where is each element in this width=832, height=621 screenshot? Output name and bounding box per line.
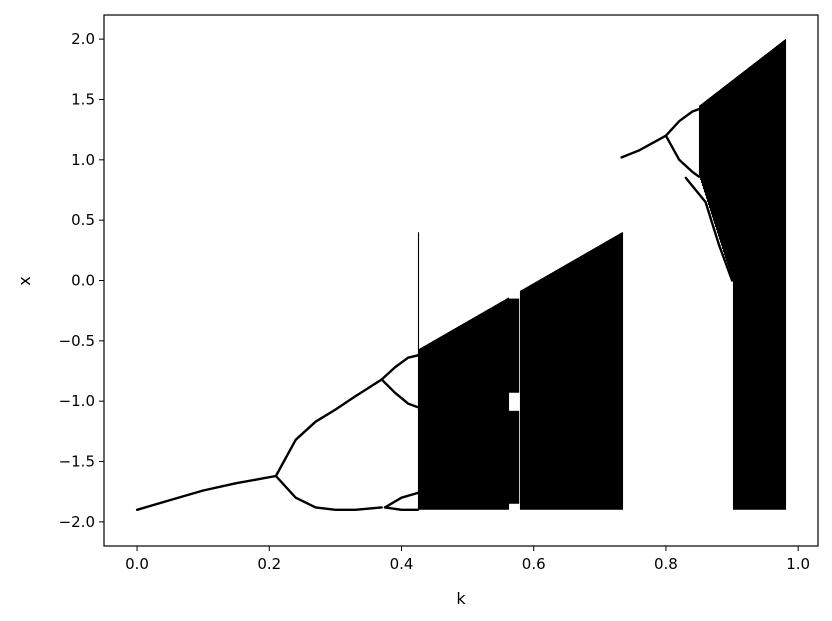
y-tick-label: 0.0	[71, 272, 95, 290]
fixed-point-branch	[135, 474, 278, 511]
period-4-upper-a	[380, 354, 420, 381]
period-4-lower-b	[383, 506, 420, 511]
y-tick-label: 2.0	[71, 30, 95, 48]
x-axis-label: k	[456, 589, 466, 608]
x-tick-label: 0.6	[522, 555, 546, 573]
left-chaotic-region	[417, 232, 624, 510]
x-tick-label: 0.8	[654, 555, 678, 573]
y-tick-label: −1.5	[59, 453, 95, 471]
period-4-upper-b	[380, 378, 420, 409]
x-tick-label: 0.4	[390, 555, 414, 573]
window-band	[508, 298, 520, 393]
x-tick-label: 1.0	[786, 555, 810, 573]
y-tick-label: −0.5	[59, 332, 95, 350]
y-tick-label: 0.5	[71, 211, 95, 229]
y-tick-label: −2.0	[59, 513, 95, 531]
y-tick-label: 1.0	[71, 151, 95, 169]
period-2-upper	[274, 378, 383, 478]
y-tick-label: −1.0	[59, 392, 95, 410]
data-marks	[135, 39, 787, 511]
period-4-lower-a	[383, 491, 420, 509]
plot-area	[135, 39, 787, 511]
x-axis-ticks: 0.0 0.2 0.4 0.6 0.8 1.0	[125, 546, 810, 573]
right-period-2-upper	[664, 107, 701, 137]
right-lower-edge	[684, 176, 734, 282]
y-axis-label: x	[15, 276, 34, 285]
y-tick-label: 1.5	[71, 90, 95, 108]
right-period-2-lower	[664, 134, 701, 178]
x-tick-label: 0.0	[125, 555, 149, 573]
y-axis-ticks: −2.0 −1.5 −1.0 −0.5 0.0 0.5 1.0 1.5 2.0	[59, 30, 104, 531]
right-branch	[620, 134, 668, 159]
right-chaotic-region	[698, 39, 787, 510]
period-2-lower	[274, 474, 383, 511]
x-tick-label: 0.2	[257, 555, 281, 573]
window-band	[508, 410, 520, 504]
